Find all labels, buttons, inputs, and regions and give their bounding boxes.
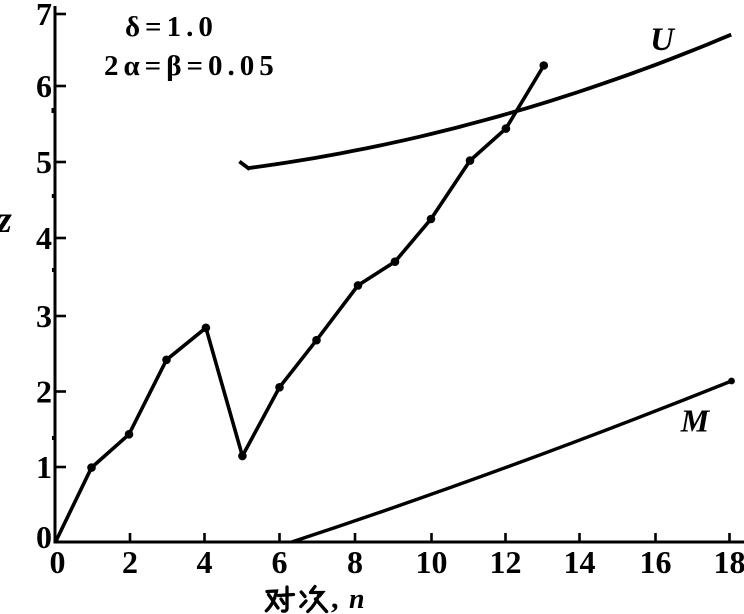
svg-text:0: 0 [36, 519, 52, 555]
svg-text:U: U [650, 22, 676, 58]
svg-text:8: 8 [347, 544, 363, 580]
svg-text:M: M [680, 403, 711, 439]
svg-text:z: z [0, 199, 12, 241]
svg-text:10: 10 [416, 544, 448, 580]
svg-text:0: 0 [50, 544, 66, 580]
svg-text:5: 5 [36, 144, 52, 180]
svg-text:δ=1.0: δ=1.0 [125, 11, 218, 43]
svg-text:16: 16 [640, 544, 672, 580]
svg-text:2: 2 [36, 374, 52, 410]
svg-text:18: 18 [714, 544, 744, 580]
svg-text:2α=β=0.05: 2α=β=0.05 [104, 50, 279, 82]
svg-text:,: , [331, 582, 339, 614]
svg-text:6: 6 [272, 544, 288, 580]
svg-text:6: 6 [36, 68, 52, 104]
svg-text:1: 1 [36, 449, 52, 485]
svg-text:2: 2 [122, 544, 138, 580]
svg-text:14: 14 [564, 544, 596, 580]
svg-text:4: 4 [36, 220, 52, 256]
svg-text:4: 4 [197, 544, 213, 580]
svg-text:12: 12 [490, 544, 522, 580]
svg-text:3: 3 [36, 298, 52, 334]
svg-text:n: n [349, 584, 365, 614]
svg-text:7: 7 [36, 0, 52, 32]
